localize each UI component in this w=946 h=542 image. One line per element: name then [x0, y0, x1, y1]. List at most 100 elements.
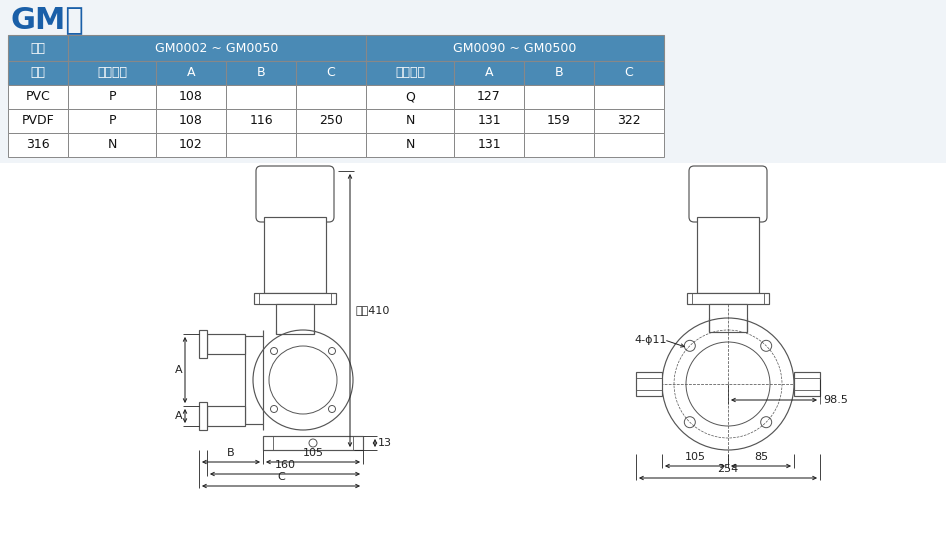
Bar — [68, 61, 156, 85]
Text: 250: 250 — [319, 114, 343, 127]
Text: N: N — [405, 114, 414, 127]
Bar — [524, 133, 594, 157]
Bar — [594, 85, 664, 109]
Text: 254: 254 — [717, 464, 739, 474]
Text: 最大410: 最大410 — [355, 306, 390, 315]
Bar — [68, 109, 156, 133]
Text: P: P — [108, 91, 115, 104]
Text: 98.5: 98.5 — [823, 395, 848, 405]
Bar — [156, 85, 226, 109]
Text: N: N — [405, 139, 414, 152]
Bar — [68, 133, 156, 157]
Bar — [454, 133, 524, 157]
Bar — [207, 406, 245, 426]
Bar — [454, 85, 524, 109]
Bar — [296, 85, 366, 109]
Text: PVC: PVC — [26, 91, 50, 104]
Bar — [243, 330, 263, 430]
Text: 接口代码: 接口代码 — [395, 67, 425, 80]
Bar — [366, 85, 454, 109]
Bar — [366, 133, 454, 157]
Text: 131: 131 — [477, 114, 500, 127]
Bar — [524, 61, 594, 85]
Bar — [594, 109, 664, 133]
Bar — [226, 61, 296, 85]
Text: GM0090 ~ GM0500: GM0090 ~ GM0500 — [453, 42, 577, 55]
Bar — [454, 109, 524, 133]
Bar — [687, 293, 769, 304]
Bar — [366, 35, 664, 61]
Bar — [199, 402, 207, 430]
Bar — [8, 61, 68, 85]
Bar — [276, 304, 314, 334]
FancyBboxPatch shape — [256, 166, 334, 222]
Bar — [8, 133, 68, 157]
Text: A: A — [484, 67, 493, 80]
Text: B: B — [554, 67, 563, 80]
Bar — [454, 61, 524, 85]
Text: 4-ϕ11: 4-ϕ11 — [634, 335, 667, 345]
Bar — [254, 293, 336, 304]
Bar — [245, 336, 263, 424]
FancyBboxPatch shape — [689, 166, 767, 222]
Bar — [156, 109, 226, 133]
Text: GM泵: GM泵 — [10, 5, 83, 35]
Bar — [296, 61, 366, 85]
Text: 108: 108 — [179, 91, 203, 104]
Text: 131: 131 — [477, 139, 500, 152]
Bar — [636, 372, 662, 396]
Bar — [697, 217, 759, 293]
Bar — [263, 436, 363, 450]
Text: PVDF: PVDF — [22, 114, 54, 127]
Text: 116: 116 — [249, 114, 272, 127]
Bar — [794, 372, 820, 396]
Bar — [156, 133, 226, 157]
Text: C: C — [326, 67, 336, 80]
Bar — [156, 61, 226, 85]
Bar — [199, 330, 207, 358]
Bar — [296, 133, 366, 157]
Text: 接口代码: 接口代码 — [97, 67, 127, 80]
Bar — [68, 35, 366, 61]
Bar — [226, 133, 296, 157]
Bar — [709, 304, 747, 332]
Bar — [594, 61, 664, 85]
Text: B: B — [256, 67, 265, 80]
Text: A: A — [186, 67, 195, 80]
Text: B: B — [227, 448, 235, 458]
Text: 105: 105 — [685, 452, 706, 462]
Text: 160: 160 — [274, 460, 295, 470]
Text: 102: 102 — [179, 139, 202, 152]
Bar — [207, 334, 245, 354]
Bar — [8, 85, 68, 109]
Text: 材料: 材料 — [30, 67, 45, 80]
Text: A: A — [175, 411, 183, 421]
Text: 322: 322 — [617, 114, 640, 127]
Text: 泵头: 泵头 — [30, 42, 45, 55]
Text: GM0002 ~ GM0050: GM0002 ~ GM0050 — [155, 42, 279, 55]
Bar — [226, 85, 296, 109]
Bar — [8, 35, 68, 61]
Bar — [594, 133, 664, 157]
Text: A: A — [175, 365, 183, 375]
Text: 85: 85 — [754, 452, 768, 462]
Text: 159: 159 — [547, 114, 570, 127]
Text: 13: 13 — [378, 438, 392, 448]
Bar — [0, 163, 946, 542]
Text: P: P — [108, 114, 115, 127]
Text: 108: 108 — [179, 114, 203, 127]
Bar — [226, 109, 296, 133]
Text: C: C — [624, 67, 634, 80]
Text: C: C — [277, 472, 285, 482]
Text: 316: 316 — [26, 139, 50, 152]
Text: N: N — [107, 139, 116, 152]
Text: 127: 127 — [477, 91, 500, 104]
Bar — [366, 109, 454, 133]
Bar — [68, 85, 156, 109]
Bar — [524, 109, 594, 133]
Text: Q: Q — [405, 91, 415, 104]
Text: 105: 105 — [303, 448, 324, 458]
Bar — [366, 61, 454, 85]
Bar — [8, 109, 68, 133]
Bar — [296, 109, 366, 133]
